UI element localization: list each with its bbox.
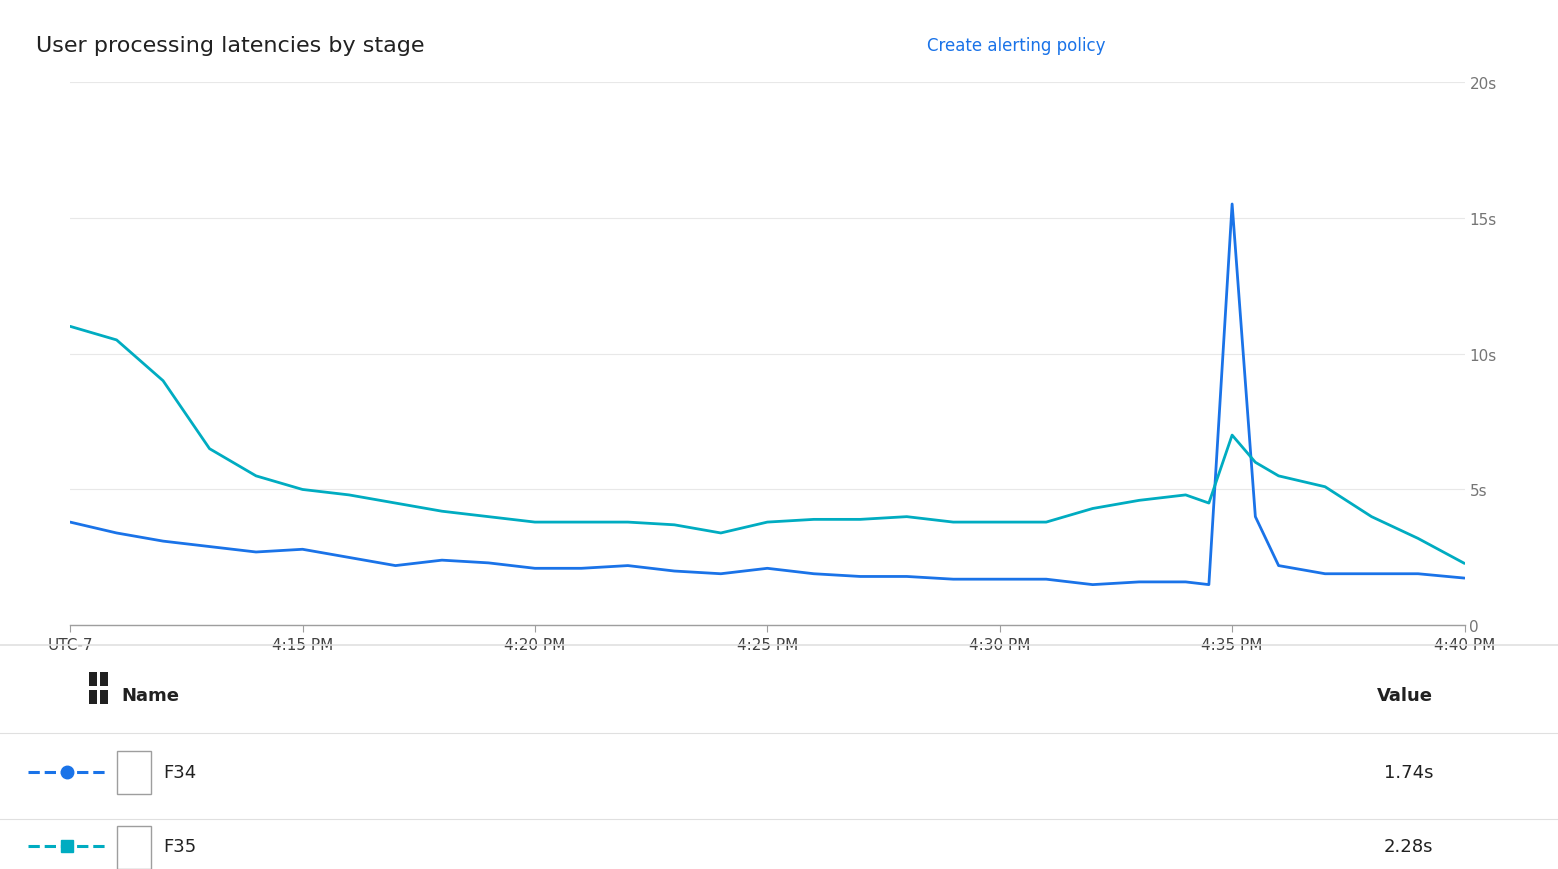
Bar (100, 691, 108, 704)
Text: F34: F34 (164, 763, 196, 781)
Text: 2.28s: 2.28s (1384, 838, 1433, 855)
Text: Name: Name (122, 686, 179, 704)
Bar (100, 673, 108, 686)
FancyBboxPatch shape (117, 752, 151, 794)
Bar (89, 691, 97, 704)
Bar (89, 673, 97, 686)
Text: 1.74s: 1.74s (1384, 763, 1433, 781)
Text: Create alerting policy: Create alerting policy (927, 36, 1106, 55)
Text: F35: F35 (164, 838, 196, 855)
Text: User processing latencies by stage: User processing latencies by stage (36, 36, 424, 56)
Text: Value: Value (1377, 686, 1433, 704)
FancyBboxPatch shape (117, 826, 151, 869)
